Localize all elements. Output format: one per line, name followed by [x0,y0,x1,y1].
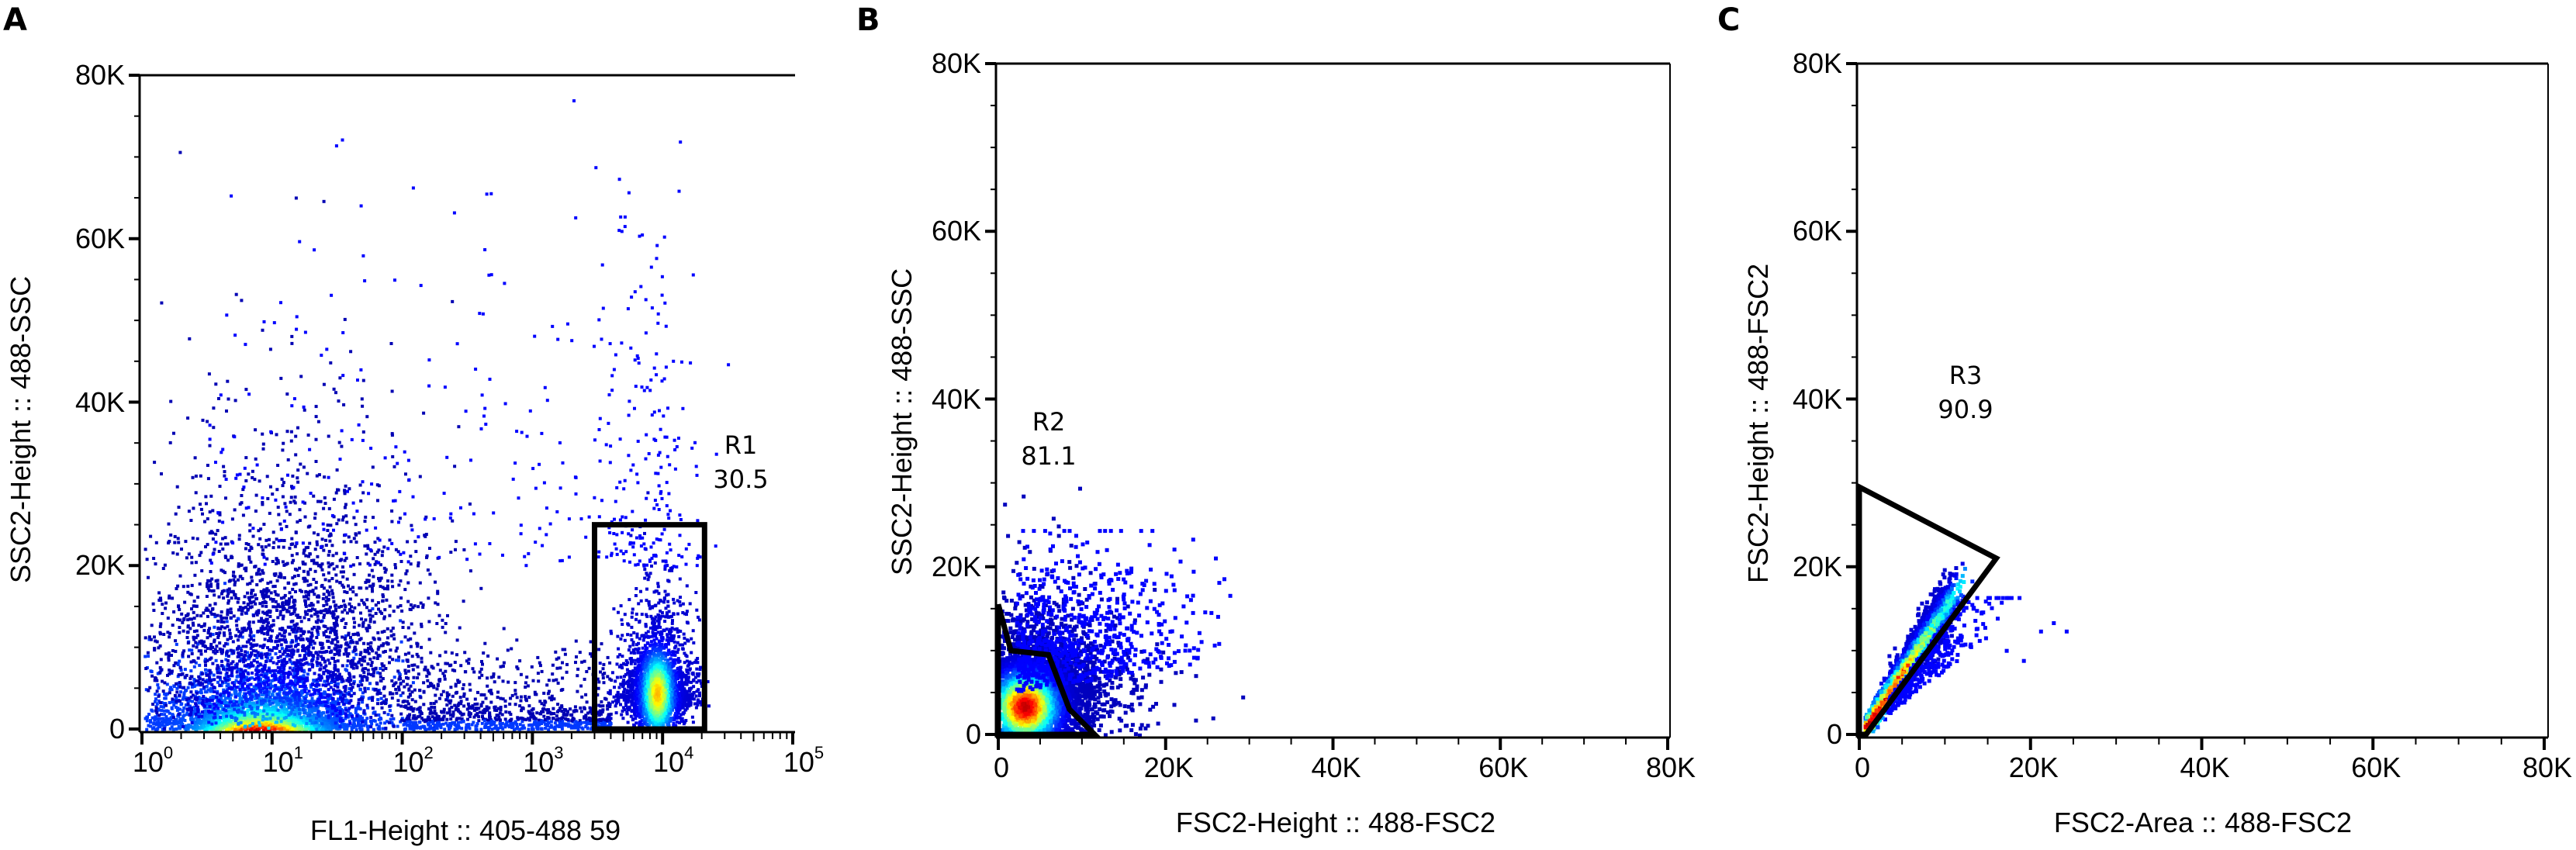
x-tick-label: 60K [1478,752,1529,783]
gate-percent-r3: 90.9 [1938,395,1993,424]
x-tick-label: 0 [1854,752,1871,783]
plot-panel-b [985,62,1671,750]
y-tick-label: 0 [109,713,125,745]
gate-r3 [1856,482,2000,738]
y-tick-label: 20K [1792,550,1842,582]
event-dots [1000,486,1246,738]
x-tick-label: 0 [993,752,1010,783]
x-tick-label: 100 [132,743,174,778]
y-tick-label: 20K [931,550,981,582]
x-axis-label-c: FSC2-Area :: 488-FSC2 [2053,807,2353,838]
x-axis-label-b: FSC2-Height :: 488-FSC2 [1175,807,1496,838]
x-tick-label: 80K [2522,752,2573,783]
panel-letter-c: C [1717,2,1741,38]
y-tick-label: 0 [1826,718,1842,750]
x-tick-label: 20K [2008,752,2059,783]
panel-letter-b: B [856,2,880,38]
axes [129,74,795,745]
x-tick-label: 103 [523,743,564,778]
y-tick-label: 60K [74,222,125,254]
y-tick-label: 80K [74,59,125,91]
y-tick-label: 40K [931,382,981,415]
gate-name-r3: R3 [1948,361,1983,390]
gate-percent-r2: 81.1 [1021,441,1077,471]
panel-letter-a: A [3,2,27,38]
x-tick-label: 104 [653,743,694,778]
x-axis-label-a: FL1-Height :: 405-488 59 [309,814,621,846]
y-tick-label: 80K [1792,47,1842,79]
x-tick-label: 105 [783,743,825,778]
y-tick-label: 20K [74,549,125,582]
y-tick-label: 0 [965,718,981,750]
x-tick-label: 80K [1645,752,1696,783]
gate-label-r2: R2 81.1 [1021,405,1076,473]
event-dots [1863,561,2069,734]
y-tick-label: 80K [931,47,981,79]
gate-r2 [995,603,1101,738]
gate-r1 [592,522,707,732]
event-dots [143,99,731,731]
y-tick-label: 60K [1792,215,1842,247]
y-tick-label: 40K [1792,382,1842,415]
y-tick-label: 40K [74,385,125,418]
x-tick-label: 60K [2351,752,2401,783]
plot-panel-c [1846,62,2549,750]
x-tick-label: 40K [1311,752,1361,783]
gate-percent-r1: 30.5 [713,465,769,494]
y-tick-label: 60K [931,215,981,247]
x-tick-label: 102 [392,743,434,778]
x-tick-label: 20K [1143,752,1194,783]
gate-name-r1: R1 [724,430,758,460]
gate-label-r3: R3 90.9 [1938,358,1993,427]
gate-label-r1: R1 30.5 [713,428,768,496]
gate-name-r2: R2 [1032,407,1066,437]
plot-panel-a [129,74,795,745]
x-tick-label: 40K [2180,752,2230,783]
x-tick-label: 101 [262,743,303,778]
